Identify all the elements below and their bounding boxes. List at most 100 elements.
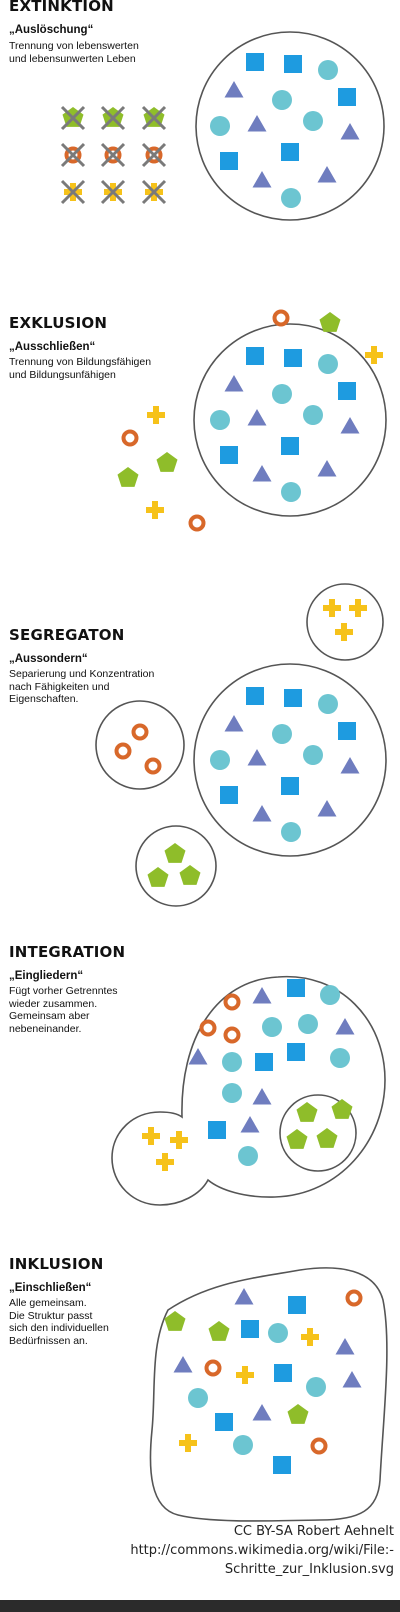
circle-shape xyxy=(318,354,338,374)
square-shape xyxy=(281,437,299,455)
triangle-shape xyxy=(224,375,244,392)
ring-shape xyxy=(104,146,122,164)
triangle-shape xyxy=(224,715,244,732)
triangle-shape xyxy=(340,123,360,140)
section-description: Separierung und Konzentration nach Fähig… xyxy=(9,668,155,705)
square-shape xyxy=(288,1296,306,1314)
triangle-shape xyxy=(252,1088,272,1105)
pentagon-shape xyxy=(156,452,178,472)
section-description: Trennung von Bildungsfähigen und Bildung… xyxy=(9,356,152,381)
triangle-shape xyxy=(342,1371,362,1388)
square-shape xyxy=(220,152,238,170)
section-subtitle: „Aussondern“ xyxy=(9,653,88,665)
square-shape xyxy=(338,722,356,740)
square-shape xyxy=(281,777,299,795)
license-credit: CC BY-SA Robert Aehnelt http://commons.w… xyxy=(130,1524,394,1577)
pentagon-shape xyxy=(147,867,169,887)
pentagon-shape xyxy=(296,1102,318,1122)
strike-out-icon xyxy=(100,142,126,168)
cross-shape xyxy=(236,1366,254,1384)
cross-shape xyxy=(323,599,341,617)
square-shape xyxy=(338,382,356,400)
triangle-shape xyxy=(340,417,360,434)
ring-shape xyxy=(131,723,149,741)
square-shape xyxy=(284,349,302,367)
square-shape xyxy=(284,55,302,73)
cross-shape xyxy=(170,1131,188,1149)
circle-shape xyxy=(303,111,323,131)
ring-shape xyxy=(121,429,139,447)
pentagon-shape xyxy=(286,1129,308,1149)
cross-shape xyxy=(156,1153,174,1171)
inner-group-circle xyxy=(279,1094,357,1172)
ring-shape xyxy=(64,146,82,164)
square-shape xyxy=(220,446,238,464)
ring-shape xyxy=(310,1437,328,1455)
square-shape xyxy=(255,1053,273,1071)
section-inklusion: INKLUSION „Einschließen“ Alle gemeinsam.… xyxy=(0,1250,400,1550)
strike-out-icon xyxy=(100,105,126,131)
strike-out-icon xyxy=(60,105,86,131)
circle-shape xyxy=(210,750,230,770)
circle-shape xyxy=(268,1323,288,1343)
triangle-shape xyxy=(335,1338,355,1355)
section-title: INKLUSION xyxy=(9,1255,104,1273)
triangle-shape xyxy=(240,1116,260,1133)
section-integration: INTEGRATION „Eingliedern“ Fügt vorher Ge… xyxy=(0,930,400,1250)
section-subtitle: „Auslöschung“ xyxy=(9,24,94,36)
cross-shape xyxy=(301,1328,319,1346)
circle-shape xyxy=(272,384,292,404)
triangle-shape xyxy=(188,1048,208,1065)
ring-shape xyxy=(199,1019,217,1037)
ring-shape xyxy=(223,993,241,1011)
main-group-circle xyxy=(195,31,385,221)
cross-shape xyxy=(179,1434,197,1452)
triangle-shape xyxy=(252,805,272,822)
pentagon-shape xyxy=(331,1099,353,1119)
circle-shape xyxy=(262,1017,282,1037)
triangle-shape xyxy=(247,409,267,426)
triangle-shape xyxy=(317,166,337,183)
pentagon-shape xyxy=(208,1321,230,1341)
ring-shape xyxy=(272,309,290,327)
cross-shape xyxy=(365,346,383,364)
circle-shape xyxy=(320,985,340,1005)
ring-shape xyxy=(345,1289,363,1307)
strike-out-icon xyxy=(60,142,86,168)
triangle-shape xyxy=(252,171,272,188)
ring-shape xyxy=(145,146,163,164)
section-description: Alle gemeinsam. Die Struktur passt sich … xyxy=(9,1297,109,1347)
pentagon-group-circle xyxy=(135,825,217,907)
square-shape xyxy=(287,1043,305,1061)
square-shape xyxy=(287,979,305,997)
strike-out-icon xyxy=(141,105,167,131)
triangle-shape xyxy=(252,987,272,1004)
section-description: Trennung von lebenswerten und lebensunwe… xyxy=(9,40,139,65)
circle-shape xyxy=(281,482,301,502)
ring-shape xyxy=(204,1359,222,1377)
triangle-shape xyxy=(340,757,360,774)
circle-shape xyxy=(303,745,323,765)
ring-shape xyxy=(223,1026,241,1044)
ring-shape xyxy=(144,757,162,775)
section-title: EXTINKTION xyxy=(9,0,114,15)
square-shape xyxy=(241,1320,259,1338)
square-shape xyxy=(284,689,302,707)
ring-shape xyxy=(114,742,132,760)
pentagon-shape xyxy=(287,1404,309,1424)
circle-shape xyxy=(281,822,301,842)
circle-shape xyxy=(210,410,230,430)
triangle-shape xyxy=(224,81,244,98)
square-shape xyxy=(246,53,264,71)
triangle-shape xyxy=(252,1404,272,1421)
circle-shape xyxy=(330,1048,350,1068)
square-shape xyxy=(215,1413,233,1431)
circle-shape xyxy=(233,1435,253,1455)
circle-shape xyxy=(303,405,323,425)
inklusion-group-outline xyxy=(149,1267,388,1522)
triangle-shape xyxy=(234,1288,254,1305)
square-shape xyxy=(274,1364,292,1382)
shapes-layer xyxy=(60,53,383,1474)
section-description: Fügt vorher Getrenntes wieder zusammen. … xyxy=(9,985,118,1035)
section-subtitle: „Eingliedern“ xyxy=(9,970,84,982)
